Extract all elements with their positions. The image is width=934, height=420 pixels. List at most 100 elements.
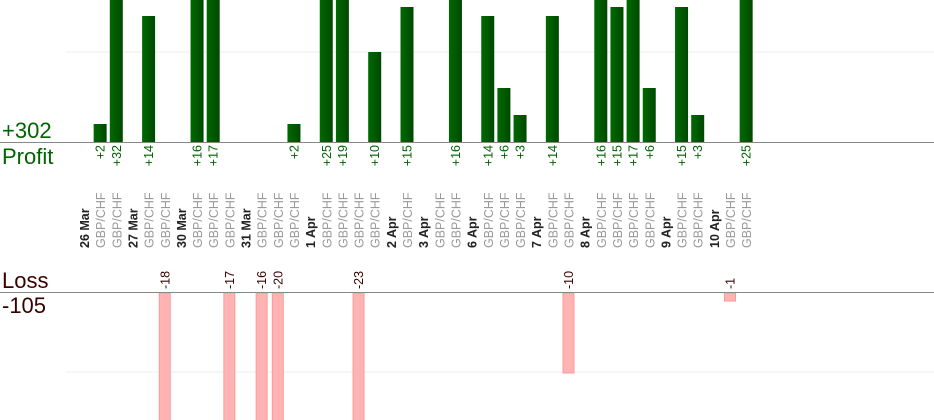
instrument-label: GBP/CHF	[514, 192, 528, 248]
profit-value-label: +6	[497, 145, 511, 159]
profit-bar	[513, 115, 527, 142]
instrument-label: GBP/CHF	[627, 192, 641, 248]
instrument-label: GBP/CHF	[692, 192, 706, 248]
loss-bar	[352, 292, 365, 420]
date-label: 1 Apr	[304, 216, 318, 248]
loss-value-label: -20	[271, 271, 285, 289]
profit-bar	[610, 7, 624, 142]
loss-value-label: -18	[158, 271, 172, 289]
instrument-label: GBP/CHF	[449, 192, 463, 248]
date-label: 9 Apr	[659, 216, 673, 248]
loss-value-label: -16	[255, 271, 269, 289]
profit-value-label: +16	[594, 145, 608, 166]
profit-bar	[481, 16, 495, 142]
profit-value-label: +2	[287, 145, 301, 159]
profit-value-label: +15	[610, 145, 624, 166]
instrument-label: GBP/CHF	[288, 192, 302, 248]
instrument-label: GBP/CHF	[159, 192, 173, 248]
instrument-label: GBP/CHF	[563, 192, 577, 248]
profit-bar	[545, 16, 559, 142]
profit-bar	[594, 0, 608, 142]
loss-bar	[724, 292, 736, 302]
profit-value-label: +6	[643, 145, 657, 159]
date-label: 7 Apr	[530, 216, 544, 248]
profit-value-label: +15	[401, 145, 415, 166]
instrument-label: GBP/CHF	[611, 192, 625, 248]
loss-total: -105	[2, 293, 46, 318]
profit-bar	[626, 0, 640, 142]
instrument-label: GBP/CHF	[724, 192, 738, 248]
profit-bar	[400, 7, 414, 142]
profit-bar	[109, 0, 123, 142]
profit-value-label: +16	[191, 145, 205, 166]
instrument-label: GBP/CHF	[336, 192, 350, 248]
date-label: 26 Mar	[78, 208, 92, 248]
profit-value-label: +25	[740, 145, 754, 166]
instrument-label: GBP/CHF	[94, 192, 108, 248]
profit-bar	[93, 124, 107, 142]
loss-value-label: -10	[562, 271, 576, 289]
profit-bar	[142, 16, 156, 142]
profit-bar	[190, 0, 204, 142]
loss-bar	[271, 292, 284, 420]
date-label: 31 Mar	[240, 208, 254, 248]
loss-bar	[255, 292, 268, 420]
profit-value-label: +17	[207, 145, 221, 166]
profit-value-label: +16	[449, 145, 463, 166]
profit-value-label: +14	[546, 145, 560, 166]
instrument-label: GBP/CHF	[272, 192, 286, 248]
profit-total: +302	[2, 118, 52, 143]
loss-bar	[158, 292, 171, 420]
instrument-label: GBP/CHF	[369, 192, 383, 248]
profit-bar	[691, 115, 705, 142]
loss-bar	[223, 292, 236, 420]
instrument-label: GBP/CHF	[320, 192, 334, 248]
profit-bar	[675, 7, 689, 142]
profit-value-label: +25	[320, 145, 334, 166]
date-label: 8 Apr	[579, 216, 593, 248]
profit-value-label: +14	[142, 145, 156, 166]
instrument-label: GBP/CHF	[256, 192, 270, 248]
profit-bar	[642, 88, 656, 142]
profit-value-label: +15	[675, 145, 689, 166]
profit-value-label: +14	[481, 145, 495, 166]
instrument-label: GBP/CHF	[110, 192, 124, 248]
profit-value-label: +3	[691, 145, 705, 159]
instrument-label: GBP/CHF	[207, 192, 221, 248]
loss-label: Loss	[2, 268, 48, 293]
profit-bar	[319, 0, 333, 142]
profit-bar	[368, 52, 382, 142]
profit-bar	[206, 0, 220, 142]
date-label: 27 Mar	[126, 208, 140, 248]
profit-bar	[448, 0, 462, 142]
date-label: 3 Apr	[417, 216, 431, 248]
profit-label: Profit	[2, 144, 53, 169]
profit-value-label: +2	[94, 145, 108, 159]
date-label: 2 Apr	[385, 216, 399, 248]
instrument-label: GBP/CHF	[595, 192, 609, 248]
loss-value-label: -17	[223, 271, 237, 289]
loss-value-label: -23	[352, 271, 366, 289]
instrument-label: GBP/CHF	[643, 192, 657, 248]
profit-value-label: +3	[514, 145, 528, 159]
loss-value-label: -1	[724, 278, 738, 289]
profit-bar	[287, 124, 301, 142]
instrument-label: GBP/CHF	[353, 192, 367, 248]
instrument-label: GBP/CHF	[191, 192, 205, 248]
loss-bar	[562, 292, 575, 374]
profit-value-label: +19	[336, 145, 350, 166]
instrument-label: GBP/CHF	[223, 192, 237, 248]
instrument-label: GBP/CHF	[740, 192, 754, 248]
date-label: 30 Mar	[175, 208, 189, 248]
profit-value-label: +32	[110, 145, 124, 166]
date-label: 10 Apr	[708, 209, 722, 248]
date-label: 6 Apr	[466, 216, 480, 248]
instrument-label: GBP/CHF	[546, 192, 560, 248]
instrument-label: GBP/CHF	[498, 192, 512, 248]
profit-bar	[497, 88, 511, 142]
instrument-label: GBP/CHF	[433, 192, 447, 248]
profit-value-label: +17	[627, 145, 641, 166]
profit-bar	[335, 0, 349, 142]
instrument-label: GBP/CHF	[401, 192, 415, 248]
